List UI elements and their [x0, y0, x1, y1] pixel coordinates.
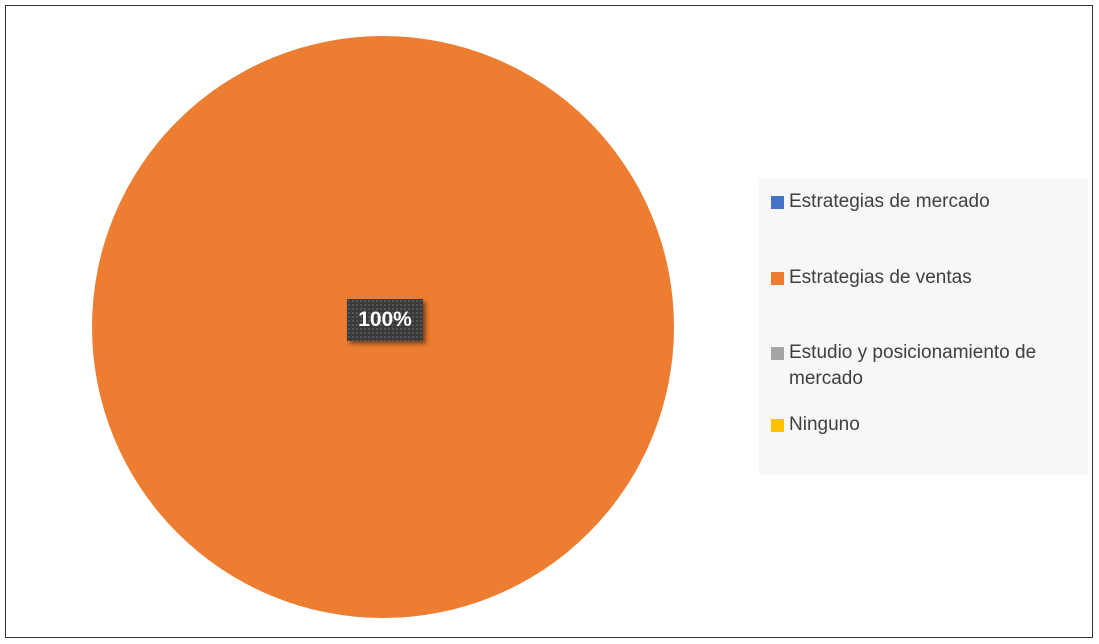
- legend-swatch-estrategias-de-mercado: [771, 196, 784, 209]
- legend-item-estudio-y-posicionamiento: Estudio y posicionamiento de mercado: [771, 340, 1089, 392]
- legend-swatch-ninguno: [771, 419, 784, 432]
- data-label-estrategias-de-ventas: 100%: [347, 299, 423, 341]
- legend-swatch-estudio-y-posicionamiento: [771, 347, 784, 360]
- legend-label: Estudio y posicionamiento de mercado: [789, 342, 1037, 389]
- legend: Estrategias de mercado Estrategias de ve…: [759, 178, 1088, 475]
- legend-label: Ninguno: [789, 414, 860, 435]
- legend-label: Estrategias de mercado: [789, 191, 990, 212]
- legend-item-estrategias-de-ventas: Estrategias de ventas: [771, 265, 1089, 291]
- legend-item-estrategias-de-mercado: Estrategias de mercado: [771, 189, 1089, 215]
- legend-item-ninguno: Ninguno: [771, 412, 1089, 438]
- legend-label: Estrategias de ventas: [789, 267, 972, 288]
- legend-swatch-estrategias-de-ventas: [771, 272, 784, 285]
